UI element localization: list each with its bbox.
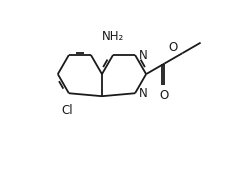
Text: N: N xyxy=(138,48,147,62)
Text: Cl: Cl xyxy=(61,104,73,117)
Text: O: O xyxy=(160,89,169,102)
Text: N: N xyxy=(138,87,147,100)
Text: NH₂: NH₂ xyxy=(102,30,124,43)
Text: O: O xyxy=(169,41,178,54)
